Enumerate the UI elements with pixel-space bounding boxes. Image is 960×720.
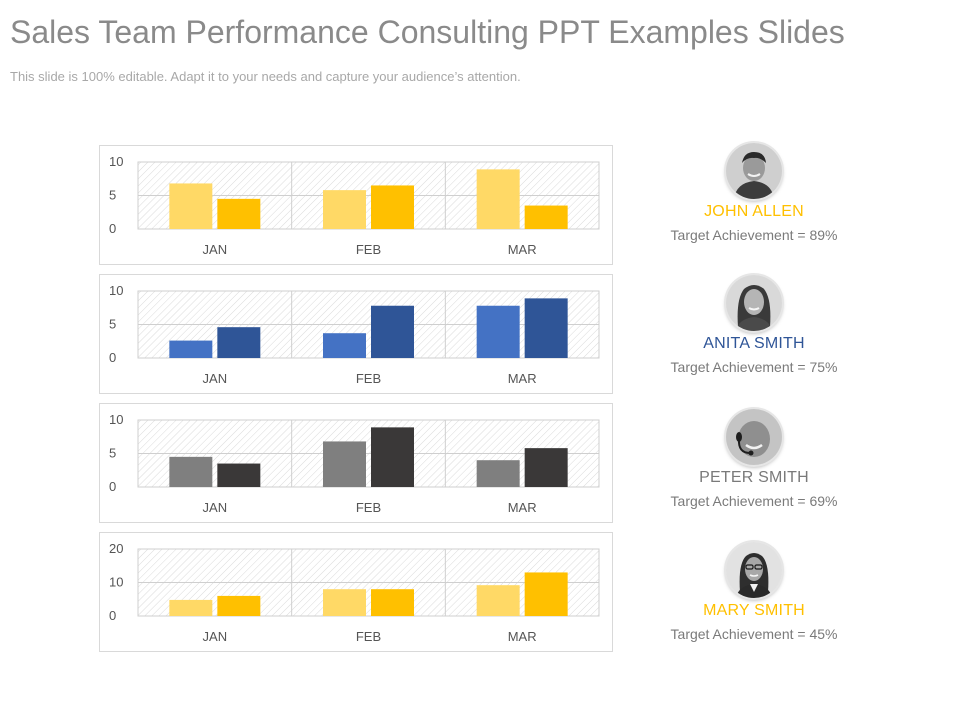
person-name: PETER SMITH	[699, 469, 809, 486]
bar-feb-series-1	[323, 190, 366, 229]
target-achievement-label: Target Achievement = 75%	[670, 359, 838, 375]
x-category-label: MAR	[508, 500, 537, 515]
bar-chart-4: 20 10 0 JAN FEB MAR	[109, 541, 600, 644]
man-headset-portrait-icon	[726, 409, 782, 465]
y-tick-label: 10	[109, 154, 123, 169]
bar-jan-series-1	[169, 183, 213, 229]
x-category-label: FEB	[356, 242, 381, 257]
x-category-label: FEB	[356, 500, 381, 515]
bar-mar-series-2	[524, 205, 568, 229]
man-portrait-icon	[726, 143, 782, 199]
bar-mar-series-1	[476, 460, 520, 487]
target-achievement-label: Target Achievement = 69%	[670, 493, 838, 509]
y-tick-label: 5	[109, 317, 116, 332]
bar-jan-series-2	[217, 463, 261, 487]
bar-chart-2: 10 5 0 JAN FEB MAR	[109, 283, 600, 386]
bar-feb-series-2	[371, 185, 414, 229]
slide-subtitle: This slide is 100% editable. Adapt it to…	[10, 69, 521, 84]
y-tick-label: 5	[109, 446, 116, 461]
chart-panel-3: 10 5 0 JAN FEB MAR	[99, 403, 613, 523]
bar-feb-series-1	[323, 589, 366, 616]
bar-jan-series-2	[217, 198, 261, 229]
y-tick-label: 0	[109, 221, 116, 236]
y-tick-label: 20	[109, 541, 123, 556]
target-achievement-label: Target Achievement = 45%	[670, 626, 838, 642]
x-category-label: MAR	[508, 629, 537, 644]
x-category-label: JAN	[203, 500, 228, 515]
y-tick-label: 10	[109, 283, 123, 298]
x-category-label: FEB	[356, 371, 381, 386]
person-name: JOHN ALLEN	[704, 203, 804, 220]
bar-chart-1: 10 5 0 JAN FEB MAR	[109, 154, 600, 257]
bar-mar-series-1	[476, 305, 520, 358]
person-card-anita-smith: ANITA SMITH Target Achievement = 75%	[640, 275, 868, 375]
bar-mar-series-1	[476, 169, 520, 229]
x-category-label: JAN	[203, 629, 228, 644]
x-category-label: MAR	[508, 242, 537, 257]
bar-feb-series-1	[323, 333, 366, 358]
woman-portrait-icon	[726, 275, 782, 331]
y-tick-label: 0	[109, 479, 116, 494]
slide-title: Sales Team Performance Consulting PPT Ex…	[10, 14, 845, 50]
x-category-label: FEB	[356, 629, 381, 644]
bar-chart-3: 10 5 0 JAN FEB MAR	[109, 412, 600, 515]
bar-mar-series-1	[476, 585, 520, 616]
bar-feb-series-2	[371, 589, 414, 616]
bar-mar-series-2	[524, 572, 568, 616]
bar-jan-series-1	[169, 340, 213, 358]
bar-feb-series-2	[371, 427, 414, 487]
person-card-peter-smith: PETER SMITH Target Achievement = 69%	[640, 409, 868, 509]
bar-jan-series-1	[169, 456, 213, 487]
person-card-john-allen: JOHN ALLEN Target Achievement = 89%	[640, 143, 868, 243]
x-category-label: JAN	[203, 371, 228, 386]
bar-mar-series-2	[524, 448, 568, 487]
chart-panel-4: 20 10 0 JAN FEB MAR	[99, 532, 613, 652]
bar-feb-series-2	[371, 305, 414, 358]
person-card-mary-smith: MARY SMITH Target Achievement = 45%	[640, 542, 868, 642]
person-name: MARY SMITH	[703, 602, 805, 619]
x-category-label: MAR	[508, 371, 537, 386]
y-tick-label: 0	[109, 350, 116, 365]
y-tick-label: 0	[109, 608, 116, 623]
chart-panel-2: 10 5 0 JAN FEB MAR	[99, 274, 613, 394]
bar-feb-series-1	[323, 441, 366, 487]
y-tick-label: 10	[109, 575, 123, 590]
bar-jan-series-1	[169, 599, 213, 616]
bar-jan-series-2	[217, 595, 261, 616]
chart-panel-1: 10 5 0 JAN FEB MAR	[99, 145, 613, 265]
target-achievement-label: Target Achievement = 89%	[670, 227, 838, 243]
y-tick-label: 10	[109, 412, 123, 427]
x-category-label: JAN	[203, 242, 228, 257]
bar-mar-series-2	[524, 298, 568, 358]
person-name: ANITA SMITH	[703, 335, 805, 352]
bar-jan-series-2	[217, 327, 261, 358]
woman-glasses-portrait-icon	[726, 542, 782, 598]
y-tick-label: 5	[109, 188, 116, 203]
